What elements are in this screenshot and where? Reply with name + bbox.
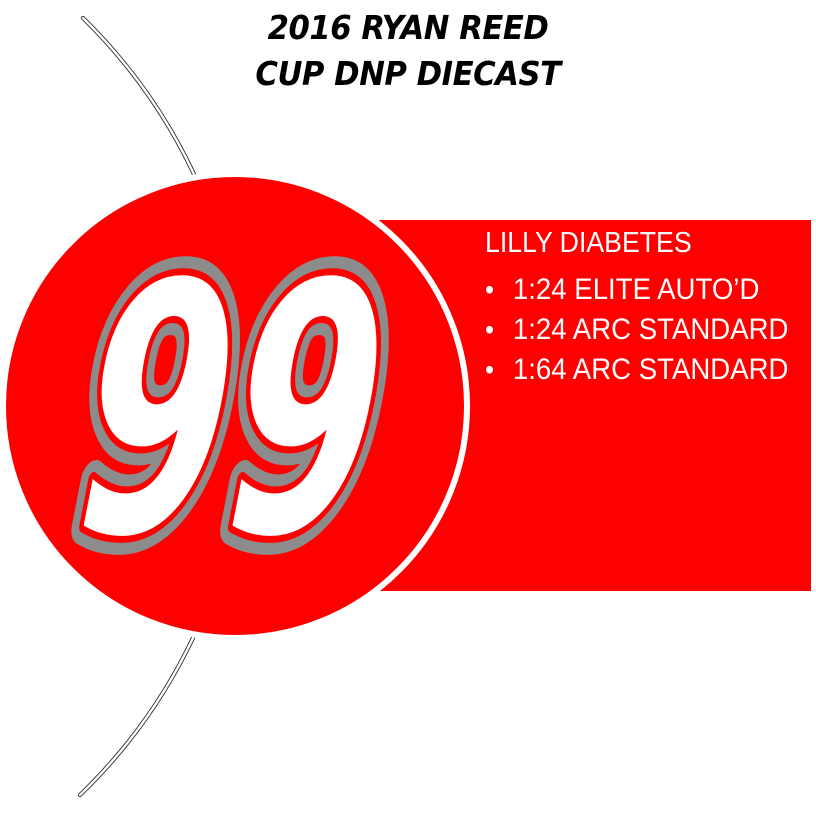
car-number-circle — [0, 171, 470, 641]
list-item-label: 1:64 ARC STANDARD — [512, 353, 789, 386]
list-item: • 1:24 ELITE AUTO’D — [485, 270, 816, 310]
bullet-icon: • — [485, 314, 495, 345]
title-line-2: CUP DNP DIECAST — [255, 54, 561, 93]
title-line-1: 2016 RYAN REED — [267, 8, 549, 47]
page-title: 2016 RYAN REED CUP DNP DIECAST — [29, 5, 788, 97]
list-item: • 1:24 ARC STANDARD — [485, 310, 816, 350]
info-panel: LILLY DIABETES • 1:24 ELITE AUTO’D • 1:2… — [485, 225, 816, 390]
bullet-icon: • — [485, 274, 495, 305]
diecast-list: • 1:24 ELITE AUTO’D • 1:24 ARC STANDARD … — [485, 270, 816, 390]
list-item: • 1:64 ARC STANDARD — [485, 350, 816, 390]
bullet-icon: • — [485, 354, 495, 385]
sponsor-name: LILLY DIABETES — [485, 227, 692, 259]
list-item-label: 1:24 ARC STANDARD — [512, 313, 789, 346]
list-item-label: 1:24 ELITE AUTO’D — [512, 273, 760, 306]
